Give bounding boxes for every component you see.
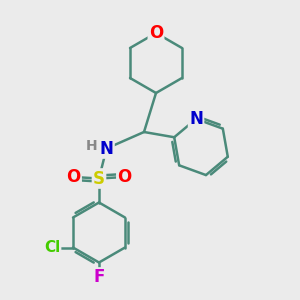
Text: N: N [189, 110, 203, 128]
Text: H: H [86, 139, 97, 152]
Text: O: O [117, 168, 132, 186]
Text: S: S [93, 169, 105, 188]
Text: F: F [93, 268, 105, 286]
Text: O: O [66, 168, 81, 186]
Text: Cl: Cl [44, 240, 60, 255]
Text: O: O [149, 24, 163, 42]
Text: N: N [100, 140, 113, 158]
